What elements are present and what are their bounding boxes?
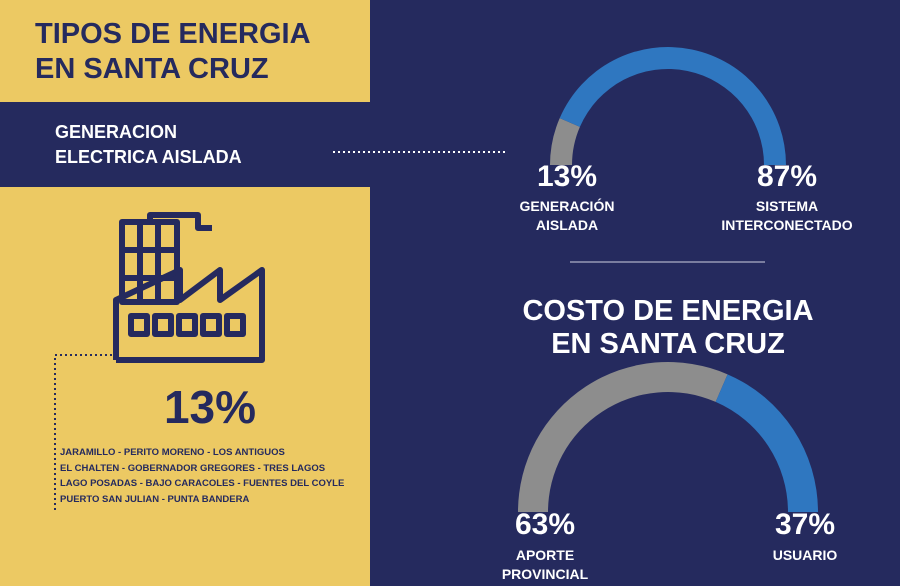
category-label: SISTEMA INTERCONECTADO [721,198,853,233]
value-label: 13% [536,160,598,193]
title-line: COSTO DE ENERGIA [522,295,814,327]
value-label: 37% [774,508,836,541]
title-line: EN SANTA CRUZ [551,328,785,360]
location-line: LAGO POSADAS - BAJO CARACOLES - FUENTES … [60,478,345,489]
title-line: EN SANTA CRUZ [35,53,269,85]
isolated-percent: 13% [163,381,257,433]
section-line: GENERACION [55,122,178,142]
left-panel [0,187,370,586]
value-label: 87% [756,160,818,193]
location-line: EL CHALTEN - GOBERNADOR GREGORES - TRES … [60,462,326,474]
dotted-connector [54,354,112,510]
section-title: GENERACION ELECTRICA AISLADA [55,120,242,170]
category-label: GENERACIÓN AISLADA [519,198,615,233]
main-title: TIPOS DE ENERGIA EN SANTA CRUZ [35,17,311,87]
gauge-segment [550,118,580,165]
gauge-segment [518,361,728,512]
category-label: APORTE PROVINCIAL [501,547,589,582]
location-line: PUERTO SAN JULIAN - PUNTA BANDERA [60,493,250,505]
chart-title: COSTO DE ENERGIA EN SANTA CRUZ [522,295,813,361]
section-line: ELECTRICA AISLADA [55,147,242,167]
factory-icon [113,212,265,363]
location-line: JARAMILLO - PERITO MORENO - LOS ANTIGUOS [60,447,285,458]
locations: JARAMILLO - PERITO MORENO - LOS ANTIGUOS… [60,445,344,507]
title-line: TIPOS DE ENERGIA [35,18,311,50]
category-label: USUARIO [772,547,838,563]
title-panel [0,0,370,102]
gauge-segment [559,46,786,166]
value-label: 63% [514,508,576,541]
gauge-segment [715,374,818,512]
